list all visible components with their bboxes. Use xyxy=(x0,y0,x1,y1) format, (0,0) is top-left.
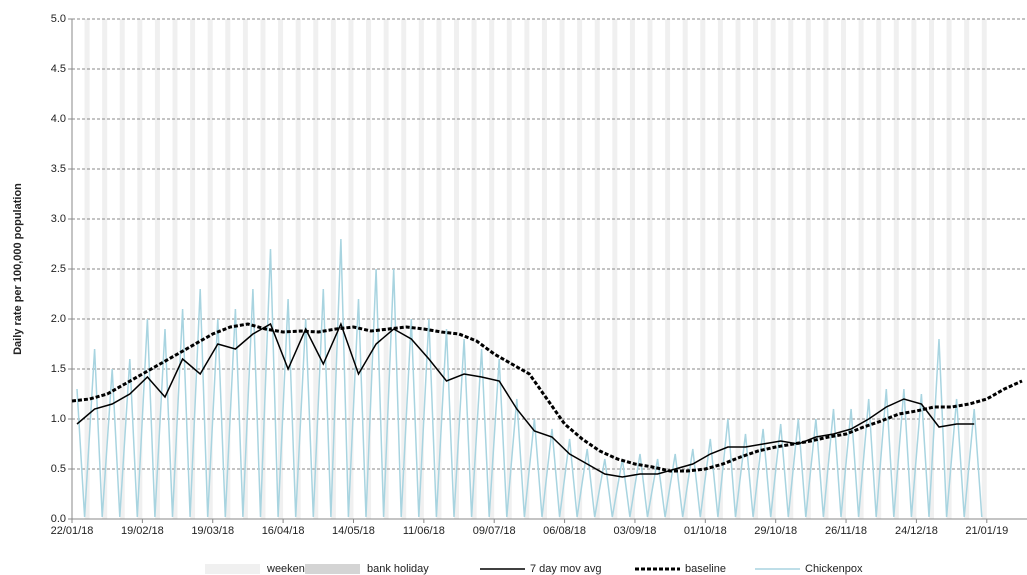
x-tick-label: 21/01/19 xyxy=(965,525,1008,537)
y-tick-label: 4.5 xyxy=(51,63,66,75)
y-tick-label: 1.5 xyxy=(51,363,66,375)
y-tick-label: 5.0 xyxy=(51,13,66,25)
x-tick-label: 26/11/18 xyxy=(825,525,867,537)
y-tick-label: 0.0 xyxy=(51,513,66,525)
weekend-bar xyxy=(928,19,934,519)
legend-label: Chickenpox xyxy=(805,563,863,575)
weekend-bar xyxy=(524,19,530,519)
y-tick-label: 2.0 xyxy=(51,313,66,325)
weekend-bar xyxy=(313,19,319,519)
x-tick-label: 19/02/18 xyxy=(121,525,164,537)
y-axis-title: Daily rate per 100,000 population xyxy=(12,183,24,355)
x-tick-label: 01/10/18 xyxy=(684,525,727,537)
weekend-bar xyxy=(717,19,723,519)
baseline-line xyxy=(71,322,1023,473)
weekend-bar xyxy=(823,19,829,519)
x-tick-label: 24/12/18 xyxy=(895,525,938,537)
y-tick-label: 0.5 xyxy=(51,463,66,475)
x-tick-label: 19/03/18 xyxy=(191,525,234,537)
x-tick-label: 06/08/18 xyxy=(543,525,586,537)
weekend-bar xyxy=(207,19,213,519)
y-tick-label: 2.5 xyxy=(51,263,66,275)
y-tick-label: 1.0 xyxy=(51,413,66,425)
weekend-bar xyxy=(489,19,495,519)
x-tick-label: 22/01/18 xyxy=(51,525,94,537)
legend-label: 7 day mov avg xyxy=(530,563,602,575)
weekend-bar xyxy=(858,19,864,519)
weekend-bar xyxy=(172,19,178,519)
x-tick-label: 09/07/18 xyxy=(473,525,516,537)
legend-label: baseline xyxy=(685,563,726,575)
x-tick-label: 16/04/18 xyxy=(262,525,305,537)
weekend-bar xyxy=(418,19,424,519)
weekend-bar xyxy=(278,19,284,519)
x-tick-label: 03/09/18 xyxy=(614,525,657,537)
y-tick-label: 3.5 xyxy=(51,163,66,175)
weekend-bar xyxy=(964,19,970,519)
x-tick-label: 29/10/18 xyxy=(754,525,797,537)
series-line xyxy=(76,238,983,518)
x-tick-label: 14/05/18 xyxy=(332,525,375,537)
weekend-bar xyxy=(383,19,389,519)
weekend-bar xyxy=(348,19,354,519)
weekend-bar xyxy=(682,19,688,519)
y-tick-label: 4.0 xyxy=(51,113,66,125)
legend-label: weekend xyxy=(266,563,311,575)
weekend-bar xyxy=(242,19,248,519)
legend-swatch xyxy=(305,564,360,574)
series-line xyxy=(76,321,975,478)
weekend-bar xyxy=(788,19,794,519)
weekend-bar xyxy=(893,19,899,519)
weekend-bar xyxy=(753,19,759,519)
weekend-bar xyxy=(647,19,653,519)
x-tick-label: 11/06/18 xyxy=(403,525,445,537)
y-tick-label: 3.0 xyxy=(51,213,66,225)
legend-label: bank holiday xyxy=(367,563,429,575)
weekend-bar xyxy=(454,19,459,519)
legend-swatch xyxy=(205,564,260,574)
